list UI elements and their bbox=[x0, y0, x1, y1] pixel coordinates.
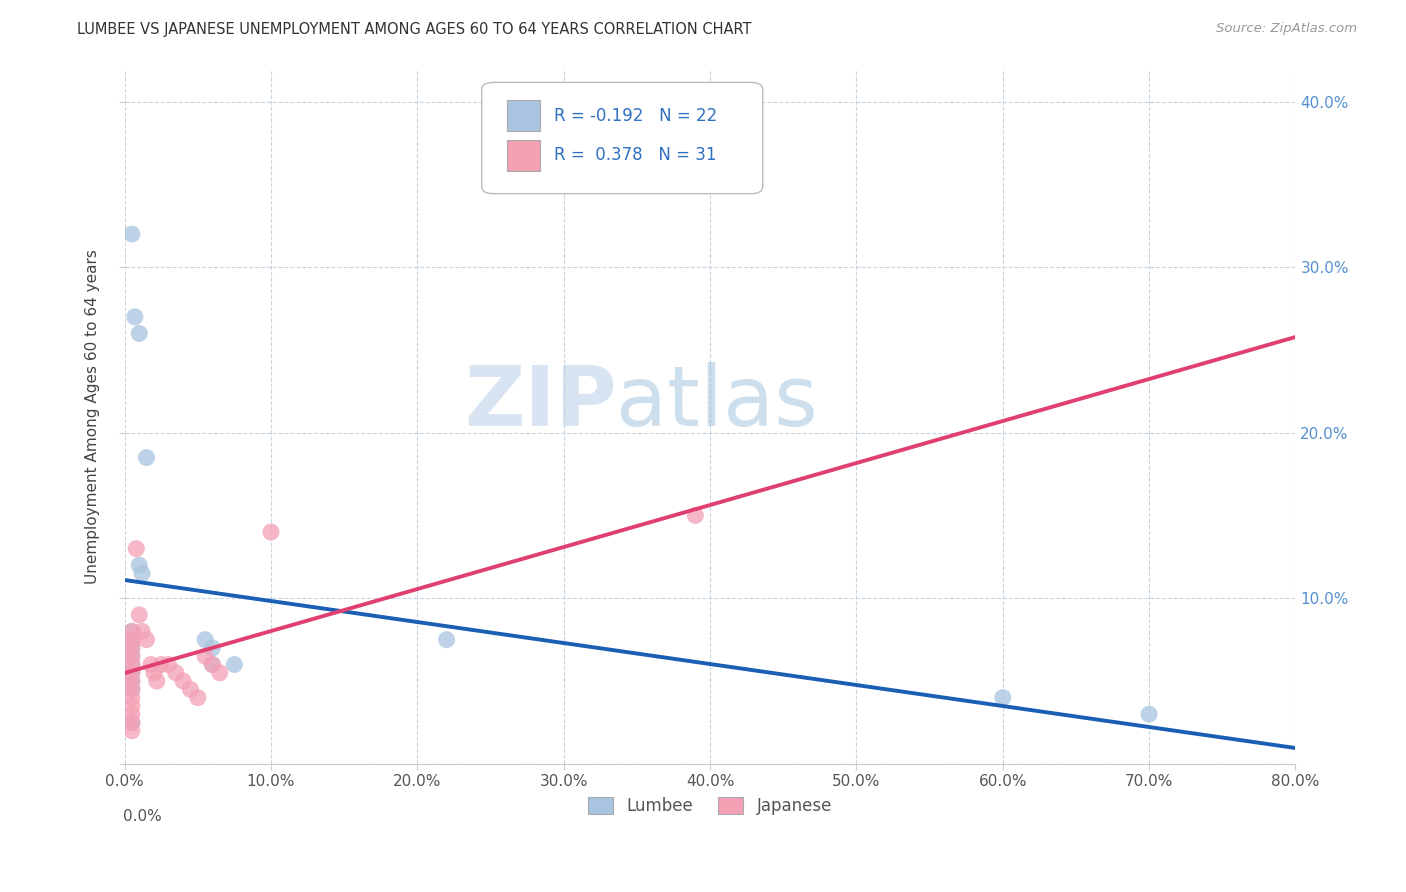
Point bbox=[208, 665, 231, 680]
Point bbox=[135, 632, 157, 647]
Point bbox=[124, 310, 146, 324]
Point bbox=[260, 524, 283, 539]
Point bbox=[121, 624, 143, 639]
Point bbox=[121, 715, 143, 730]
Point bbox=[172, 674, 194, 689]
Point bbox=[139, 657, 162, 672]
Legend: Lumbee, Japanese: Lumbee, Japanese bbox=[582, 790, 838, 822]
Point bbox=[121, 624, 143, 639]
Point bbox=[165, 665, 187, 680]
Bar bbox=[508, 140, 540, 171]
Point bbox=[224, 657, 246, 672]
Point bbox=[128, 607, 150, 622]
Point bbox=[125, 541, 148, 556]
Point bbox=[121, 682, 143, 697]
Point bbox=[1137, 707, 1160, 722]
Point bbox=[131, 566, 153, 581]
Point bbox=[201, 640, 224, 655]
Point bbox=[194, 649, 217, 664]
Point bbox=[121, 227, 143, 241]
Point bbox=[121, 723, 143, 738]
Point bbox=[121, 682, 143, 697]
Point bbox=[121, 657, 143, 672]
Text: Source: ZipAtlas.com: Source: ZipAtlas.com bbox=[1216, 22, 1357, 36]
Point bbox=[142, 665, 165, 680]
Point bbox=[194, 632, 217, 647]
Point bbox=[150, 657, 173, 672]
Point bbox=[121, 674, 143, 689]
Point bbox=[121, 657, 143, 672]
Text: atlas: atlas bbox=[616, 362, 818, 442]
Point bbox=[179, 682, 201, 697]
Point bbox=[121, 632, 143, 647]
Point bbox=[121, 690, 143, 705]
Text: 0.0%: 0.0% bbox=[124, 809, 162, 824]
Point bbox=[128, 326, 150, 341]
Point bbox=[146, 674, 169, 689]
Text: LUMBEE VS JAPANESE UNEMPLOYMENT AMONG AGES 60 TO 64 YEARS CORRELATION CHART: LUMBEE VS JAPANESE UNEMPLOYMENT AMONG AG… bbox=[77, 22, 752, 37]
Y-axis label: Unemployment Among Ages 60 to 64 years: Unemployment Among Ages 60 to 64 years bbox=[86, 249, 100, 583]
Point bbox=[121, 665, 143, 680]
FancyBboxPatch shape bbox=[482, 82, 762, 194]
Point bbox=[685, 508, 707, 523]
Point bbox=[187, 690, 209, 705]
Point bbox=[121, 707, 143, 722]
Point bbox=[121, 632, 143, 647]
Text: R =  0.378   N = 31: R = 0.378 N = 31 bbox=[554, 146, 717, 164]
Point bbox=[121, 640, 143, 655]
Point bbox=[201, 657, 224, 672]
Point bbox=[436, 632, 458, 647]
Point bbox=[121, 674, 143, 689]
Text: R = -0.192   N = 22: R = -0.192 N = 22 bbox=[554, 107, 717, 125]
Point bbox=[121, 640, 143, 655]
Point bbox=[157, 657, 180, 672]
Text: ZIP: ZIP bbox=[464, 362, 616, 442]
Bar bbox=[508, 100, 540, 131]
Point bbox=[131, 624, 153, 639]
Point bbox=[201, 657, 224, 672]
Point bbox=[991, 690, 1014, 705]
Point bbox=[128, 558, 150, 573]
Point bbox=[121, 649, 143, 664]
Point bbox=[121, 698, 143, 713]
Point bbox=[121, 715, 143, 730]
Point bbox=[135, 450, 157, 465]
Point bbox=[121, 649, 143, 664]
Point bbox=[121, 665, 143, 680]
